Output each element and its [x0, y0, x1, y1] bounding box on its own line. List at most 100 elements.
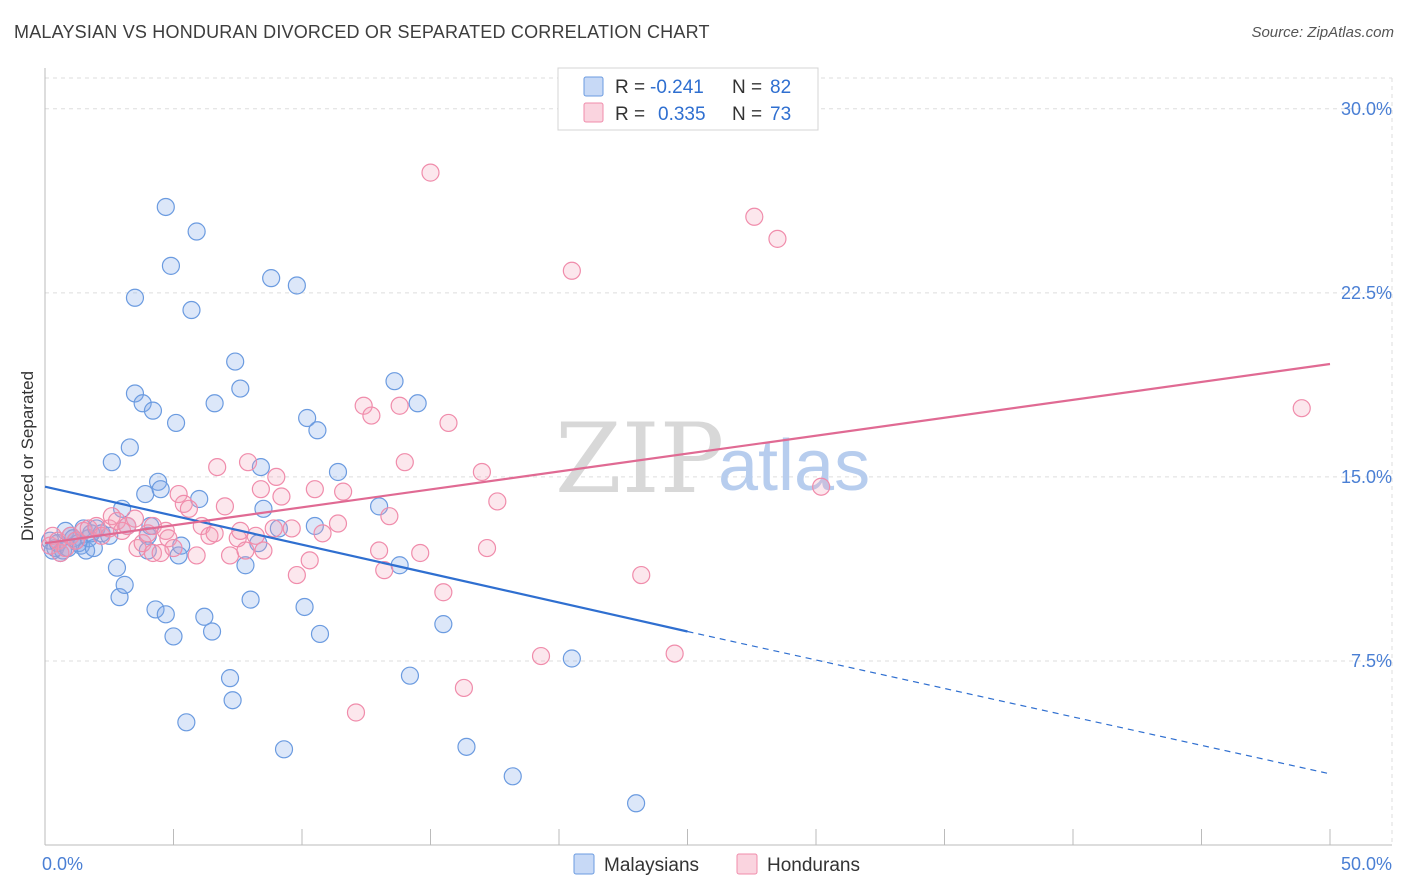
- y-tick-label: 15.0%: [1341, 467, 1392, 487]
- malaysian-point: [146, 600, 165, 619]
- honduran-point: [328, 514, 348, 533]
- honduran-point: [380, 507, 399, 526]
- honduran-point: [164, 538, 183, 558]
- malaysian-point: [328, 462, 348, 482]
- honduran-point: [362, 406, 381, 425]
- source-credit: Source: ZipAtlas.com: [1251, 24, 1394, 41]
- malaysian-point: [626, 794, 646, 813]
- bottom-legend-swatch-honduran: [736, 853, 758, 875]
- honduran-point: [334, 482, 353, 501]
- malaysian-point: [166, 413, 186, 433]
- malaysian-point: [236, 556, 255, 575]
- honduran-point: [421, 163, 440, 182]
- malaysian-points: [41, 197, 646, 813]
- malaysian-point: [434, 615, 453, 634]
- honduran-point: [390, 396, 409, 415]
- honduran-point: [354, 396, 373, 415]
- legend-n-label-honduran: N =: [732, 104, 762, 125]
- x-tick-label-min: 0.0%: [42, 854, 83, 874]
- honduran-point: [812, 477, 831, 496]
- honduran-point: [488, 492, 507, 511]
- legend-r-label-malaysian: R =: [615, 77, 645, 98]
- honduran-point: [187, 546, 206, 565]
- honduran-point: [300, 551, 319, 570]
- honduran-point: [236, 541, 255, 560]
- honduran-point: [375, 561, 394, 580]
- honduran-trend-line: [44, 362, 1331, 545]
- honduran-point: [107, 511, 127, 531]
- malaysian-point: [269, 519, 288, 538]
- malaysian-point: [182, 300, 201, 320]
- malaysian-point: [385, 372, 404, 391]
- honduran-point: [272, 487, 291, 506]
- honduran-point: [1292, 399, 1311, 418]
- malaysian-point: [223, 691, 242, 710]
- honduran-point: [768, 229, 787, 248]
- correlation-legend: R = -0.241 N = 82 R = 0.335 N = 73: [557, 67, 819, 131]
- honduran-point: [220, 546, 240, 565]
- malaysian-trend-extension: [687, 630, 1331, 775]
- malaysian-point: [400, 666, 420, 685]
- legend-n-label-malaysian: N =: [732, 77, 762, 98]
- honduran-point: [434, 583, 453, 602]
- malaysian-point: [107, 558, 127, 577]
- malaysian-point: [125, 288, 145, 307]
- honduran-point: [439, 413, 458, 433]
- honduran-point: [562, 261, 581, 280]
- malaysian-point: [295, 597, 314, 617]
- honduran-point: [238, 453, 258, 472]
- honduran-point: [102, 507, 121, 526]
- honduran-point: [287, 565, 306, 585]
- malaysian-point: [562, 649, 581, 668]
- malaysian-point: [148, 472, 168, 491]
- honduran-point: [251, 480, 270, 499]
- honduran-point: [254, 541, 273, 560]
- honduran-point: [282, 519, 301, 538]
- honduran-point: [477, 538, 497, 558]
- honduran-point: [125, 509, 145, 528]
- honduran-point: [370, 541, 389, 560]
- malaysian-point: [241, 590, 260, 609]
- x-tick-label-max: 50.0%: [1341, 854, 1392, 874]
- legend-swatch-honduran: [583, 102, 604, 123]
- malaysian-point: [308, 421, 327, 440]
- malaysian-point: [195, 607, 214, 626]
- honduran-point: [174, 494, 193, 513]
- malaysian-point: [187, 222, 206, 241]
- watermark-zip: ZIP: [555, 403, 724, 515]
- legend-n-value-malaysian: 82: [770, 77, 791, 98]
- honduran-points: [41, 163, 1311, 722]
- honduran-point: [454, 678, 474, 698]
- legend-r-value-honduran: 0.335: [658, 104, 706, 125]
- series-legend: Malaysians Hondurans: [573, 853, 860, 876]
- y-tick-label: 30.0%: [1341, 99, 1392, 119]
- malaysian-point: [310, 624, 330, 644]
- malaysian-point: [156, 605, 175, 624]
- honduran-point: [745, 207, 764, 226]
- malaysian-point: [120, 438, 139, 457]
- malaysian-point: [226, 352, 245, 371]
- tick-labels: 7.5% 15.0% 22.5% 30.0% 0.0% 50.0%: [42, 99, 1392, 874]
- honduran-point: [143, 543, 163, 563]
- malaysian-point: [177, 713, 196, 732]
- trend-lines: [44, 362, 1331, 775]
- honduran-point: [531, 646, 551, 666]
- honduran-point: [632, 565, 651, 585]
- honduran-point: [43, 526, 62, 545]
- honduran-point: [51, 543, 70, 563]
- malaysian-point: [202, 622, 222, 641]
- honduran-point: [665, 644, 684, 663]
- malaysian-point: [161, 256, 181, 275]
- honduran-point: [215, 497, 234, 516]
- malaysian-point: [156, 197, 175, 217]
- honduran-point: [267, 467, 286, 487]
- malaysian-point: [408, 394, 427, 413]
- bottom-legend-swatch-malaysian: [573, 853, 595, 875]
- honduran-point: [411, 543, 430, 563]
- malaysian-point: [115, 575, 134, 594]
- watermark: ZIP atlas: [555, 403, 870, 515]
- malaysian-point: [287, 276, 306, 295]
- honduran-point: [395, 453, 414, 472]
- malaysian-point: [205, 394, 224, 413]
